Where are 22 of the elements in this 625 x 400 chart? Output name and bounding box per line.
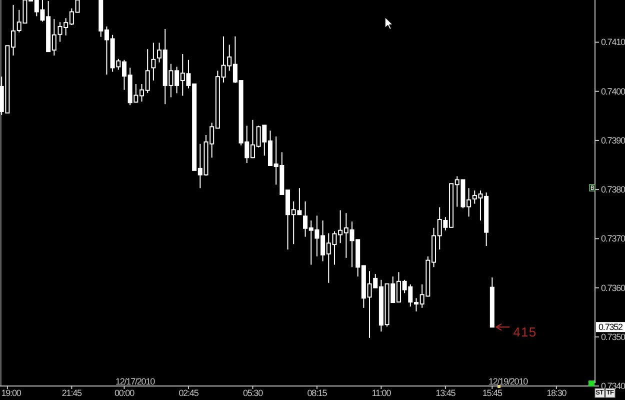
x-tick-label: 18:30	[546, 388, 567, 398]
y-tick-label: 0.7360	[601, 282, 625, 293]
x-tick-label: 21:45	[62, 388, 82, 398]
annotation: 12/17/2010	[115, 376, 156, 386]
x-tick-label: 02:45	[178, 388, 199, 398]
y-tick-label: 0.7410	[601, 37, 625, 48]
x-tick-label: 00:00	[114, 388, 135, 398]
x-tick-label: 08:15	[307, 388, 328, 398]
annotation: 12/19/2010	[488, 376, 528, 386]
candlestick	[490, 276, 494, 328]
x-tick-label: 05:30	[242, 388, 264, 398]
y-tick-label: 0.7370	[601, 234, 625, 244]
x-tick-label: 13:45	[436, 388, 456, 398]
candlestick	[151, 42, 156, 82]
x-tick-label: 15:45	[482, 388, 503, 398]
y-tick-label: 0.7400	[601, 86, 625, 96]
y-tick-label: 0.7380	[601, 184, 625, 195]
x-tick-label: 11:00	[372, 388, 392, 398]
y-tick-label: 0.7350	[601, 332, 625, 342]
y-tick-label: 0.7390	[601, 135, 625, 146]
annotation: 415	[513, 324, 537, 340]
x-tick-label: 19:00	[1, 388, 22, 398]
